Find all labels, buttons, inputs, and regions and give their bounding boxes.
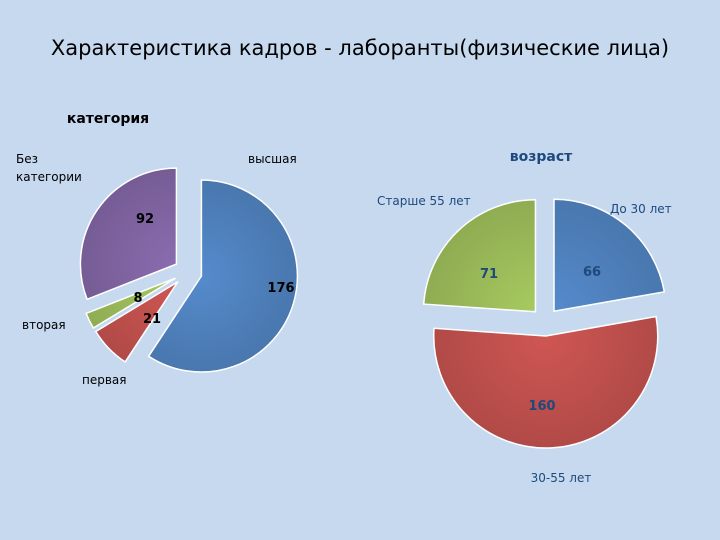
pie-slice-3 [422,199,537,313]
pie-slice-2 [432,315,659,449]
value-label: 66 [583,265,601,280]
value-label: 71 [480,267,498,282]
value-label: 160 [528,399,555,414]
pie-slice-1 [147,179,299,373]
chart-title: возраст [510,149,573,165]
category-label: До 30 лет [610,202,672,216]
category-label: высшая [248,152,297,166]
pie-chart-1: категория высшая первая вторая Без категории 1… [16,111,299,387]
value-label: 176 [267,281,294,296]
chart-title: категория [67,111,149,127]
category-label: 30-55 лет [531,471,592,485]
pie-chart-2: возраст До 30 лет 30-55 лет Старше 55 лет 66… [377,149,672,485]
category-label: первая [82,373,127,387]
category-label: Без категории [16,152,82,184]
category-label: Старше 55 лет [377,194,471,208]
category-label: вторая [22,318,66,332]
slide-title: Характеристика кадров - лаборанты(физиче… [50,36,670,60]
pie-slice-3 [85,277,176,329]
value-label: 21 [143,312,161,327]
value-label: 8 [133,291,142,306]
value-label: 92 [136,212,154,227]
pie-slice-2 [94,281,179,363]
pie-slice-1 [553,198,666,313]
pie-slice-4 [79,167,178,301]
